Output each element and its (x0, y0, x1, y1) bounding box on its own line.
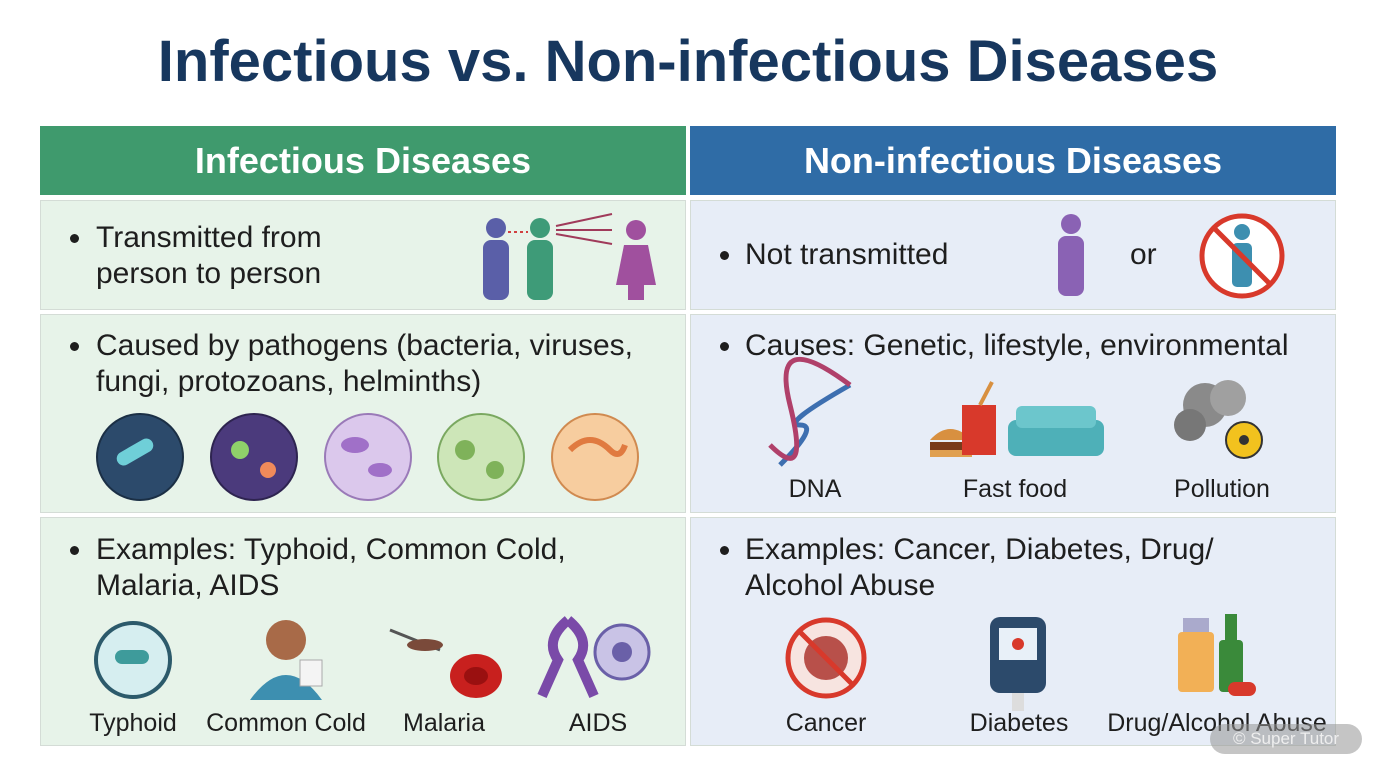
people-icon (483, 213, 656, 300)
bullet-text: Examples: Cancer, Diabetes, Drug/Alcohol… (745, 532, 1214, 604)
bullet (720, 251, 729, 260)
column-header: Infectious Diseases (40, 126, 686, 195)
text-line: Caused by pathogens (bacteria, viruses, (96, 329, 633, 362)
example-icons (94, 616, 651, 700)
caption: Cancer (785, 709, 867, 737)
cell (40, 200, 686, 310)
column-header: Non-infectious Diseases (690, 126, 1336, 195)
text-line: Malaria, AIDS (96, 569, 280, 602)
text-line: Examples: Cancer, Diabetes, Drug/ (745, 533, 1214, 566)
text-line: person to person (96, 257, 322, 290)
caption: DNA (788, 475, 842, 503)
bullet-text: Causes: Genetic, lifestyle, environmenta… (745, 328, 1289, 364)
caption: Diabetes (969, 709, 1069, 737)
text-line: Alcohol Abuse (745, 569, 936, 602)
text-line: Not transmitted (745, 238, 949, 271)
bullet-text: Transmitted from person to person (96, 220, 322, 292)
bullet (70, 546, 79, 555)
text-line: Transmitted from (96, 221, 322, 254)
bullet (70, 234, 79, 243)
bullet (720, 546, 729, 555)
bullet-text: Examples: Typhoid, Common Cold, Malaria, … (96, 532, 566, 604)
watermark: © Super Tutor (1210, 724, 1362, 754)
caption: Typhoid (89, 709, 177, 737)
caption: Fast food (962, 475, 1068, 503)
bullet-text: Caused by pathogens (bacteria, viruses, f… (96, 328, 633, 400)
example-icons (785, 614, 1256, 711)
pathogen-icons (96, 413, 639, 501)
text-line: Causes: Genetic, lifestyle, environmenta… (745, 329, 1289, 362)
caption: Pollution (1174, 475, 1270, 503)
text-line: Examples: Typhoid, Common Cold, (96, 533, 566, 566)
caption: AIDS (568, 709, 628, 737)
text-line: fungi, protozoans, helminths) (96, 365, 482, 398)
connector-text: or (1130, 238, 1157, 271)
caption: Malaria (403, 709, 485, 737)
bullet-text: Not transmitted (745, 237, 948, 273)
cause-icons (768, 356, 1263, 467)
page-title: Infectious vs. Non-infectious Diseases (157, 29, 1219, 94)
person-icons (1058, 213, 1285, 299)
bullet (720, 342, 729, 351)
bullet (70, 342, 79, 351)
caption: Common Cold (206, 709, 366, 737)
